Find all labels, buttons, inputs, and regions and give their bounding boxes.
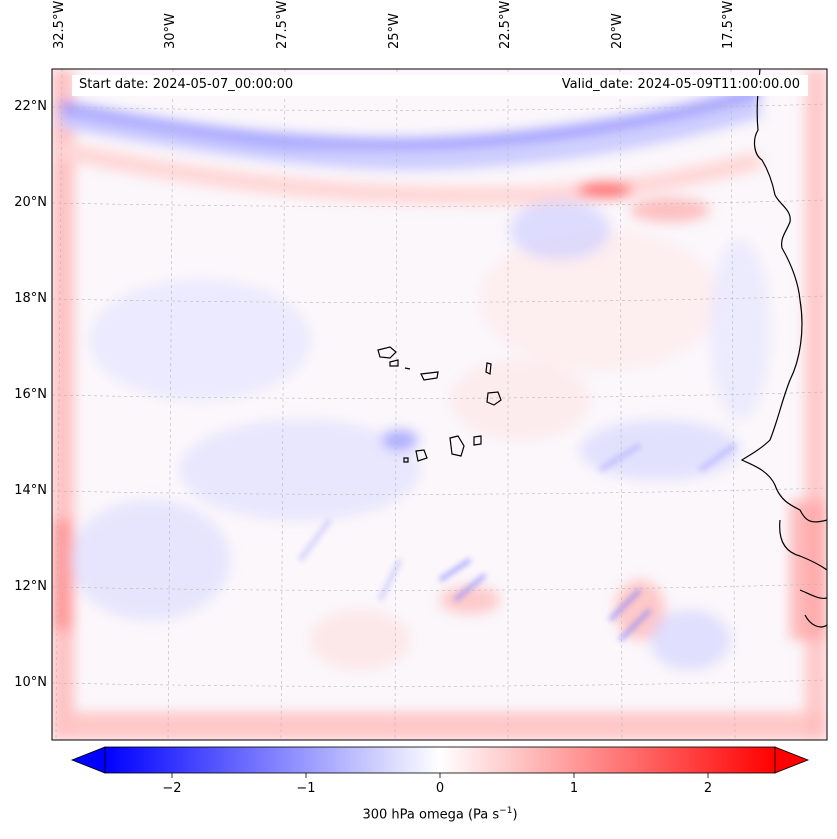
colorbar-tick-label: 2	[703, 781, 713, 796]
lon-label: 25°W	[387, 13, 402, 49]
colorbar-tick-label: −2	[162, 781, 182, 796]
cape-verde-islands	[377, 346, 502, 463]
lon-label: 30°W	[163, 13, 178, 49]
colorbar-tick-label: 1	[569, 781, 579, 796]
lat-label: 10°N	[14, 675, 47, 690]
lat-label: 16°N	[14, 387, 47, 402]
colorbar	[70, 746, 810, 778]
lon-label: 32.5°W	[52, 0, 67, 49]
lon-label: 27.5°W	[275, 0, 290, 49]
colorbar-tick-label: 0	[435, 781, 445, 796]
lat-label: 12°N	[14, 579, 47, 594]
colorbar-tick-label: −1	[296, 781, 316, 796]
start-date-text: Start date: 2024-05-07_00:00:00	[79, 77, 294, 92]
valid-date-text: Valid_date: 2024-05-09T11:00:00.00	[561, 77, 800, 92]
map-frame	[51, 68, 828, 741]
lat-label: 20°N	[14, 195, 47, 210]
lat-label: 14°N	[14, 483, 47, 498]
coastline	[740, 69, 827, 628]
header-box	[72, 75, 808, 96]
omega-field	[52, 69, 827, 740]
lon-label: 17.5°W	[721, 0, 736, 49]
colorbar-label: 300 hPa omega (Pa s−1)	[362, 806, 518, 823]
lat-label: 18°N	[14, 291, 47, 306]
lon-label: 20°W	[610, 13, 625, 49]
lat-label: 22°N	[14, 99, 47, 114]
lon-label: 22.5°W	[498, 0, 513, 49]
